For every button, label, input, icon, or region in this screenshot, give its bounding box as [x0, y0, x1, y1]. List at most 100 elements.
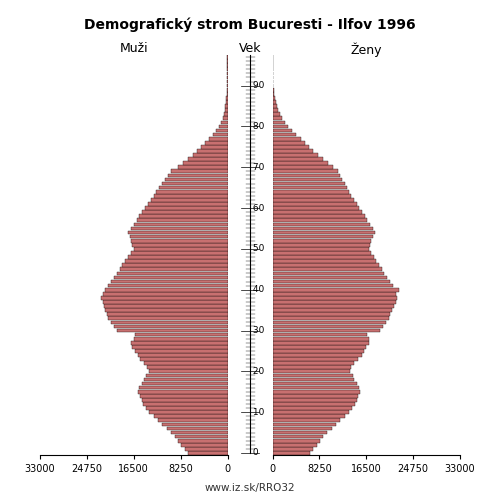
Bar	[272, 398, 356, 402]
Bar	[272, 162, 328, 165]
Bar	[272, 276, 386, 280]
Bar	[142, 210, 228, 214]
Bar	[188, 451, 228, 455]
Bar	[148, 202, 228, 206]
Bar	[165, 178, 228, 182]
Bar	[171, 430, 228, 434]
Bar	[149, 410, 228, 414]
Bar	[104, 304, 228, 308]
Bar	[140, 394, 228, 398]
Bar	[144, 362, 228, 365]
Bar	[168, 174, 228, 177]
Bar	[272, 382, 356, 386]
Bar	[140, 214, 228, 218]
Bar	[272, 141, 305, 144]
Bar	[151, 198, 228, 202]
Bar	[272, 308, 392, 312]
Bar	[128, 255, 228, 259]
Text: 70: 70	[250, 162, 264, 172]
Bar	[185, 447, 228, 450]
Bar	[272, 439, 320, 442]
Bar	[272, 157, 322, 161]
Bar	[272, 349, 364, 353]
Bar	[216, 128, 228, 132]
Bar	[144, 378, 228, 382]
Bar	[272, 239, 372, 242]
Bar	[272, 108, 278, 112]
Bar	[146, 406, 228, 410]
Bar	[272, 328, 380, 332]
Bar	[212, 133, 228, 136]
Bar	[138, 390, 228, 394]
Bar	[272, 402, 355, 406]
Bar	[134, 222, 228, 226]
Bar	[106, 288, 228, 292]
Bar	[272, 137, 301, 140]
Bar	[272, 414, 344, 418]
Bar	[272, 247, 368, 250]
Bar	[131, 251, 228, 255]
Text: 50: 50	[250, 244, 264, 254]
Text: Muži: Muži	[120, 42, 148, 56]
Bar	[272, 451, 310, 455]
Bar	[146, 374, 228, 377]
Bar	[219, 124, 228, 128]
Bar	[272, 145, 310, 148]
Bar	[154, 194, 228, 198]
Bar	[111, 320, 228, 324]
Bar	[132, 243, 228, 246]
Bar	[272, 133, 296, 136]
Bar	[166, 426, 228, 430]
Bar	[272, 230, 375, 234]
Bar	[272, 149, 314, 153]
Bar	[272, 324, 384, 328]
Bar	[226, 92, 228, 96]
Text: Demografický strom Bucuresti - Ilfov 1996: Demografický strom Bucuresti - Ilfov 199…	[84, 18, 416, 32]
Bar	[202, 145, 228, 148]
Bar	[272, 435, 323, 438]
Bar	[272, 206, 359, 210]
Bar	[272, 186, 347, 190]
Bar	[154, 414, 228, 418]
Bar	[272, 296, 397, 300]
Bar	[114, 276, 228, 280]
Bar	[131, 226, 228, 230]
Bar	[272, 333, 368, 336]
Bar	[174, 435, 228, 438]
Bar	[148, 366, 228, 369]
Bar	[272, 426, 332, 430]
Bar	[178, 439, 228, 442]
Text: www.iz.sk/RRO32: www.iz.sk/RRO32	[204, 482, 296, 492]
Bar	[272, 370, 350, 373]
Bar	[272, 92, 274, 96]
Bar	[272, 447, 314, 450]
Bar	[272, 320, 386, 324]
Bar	[178, 166, 228, 169]
Bar	[272, 386, 359, 390]
Bar	[140, 357, 228, 361]
Bar	[272, 194, 351, 198]
Bar	[116, 328, 228, 332]
Bar	[144, 402, 228, 406]
Bar	[272, 96, 275, 100]
Bar	[272, 210, 362, 214]
Text: 30: 30	[250, 326, 264, 335]
Bar	[272, 116, 282, 120]
Bar	[102, 292, 228, 296]
Bar	[128, 230, 228, 234]
Bar	[160, 186, 228, 190]
Bar	[272, 235, 373, 238]
Bar	[224, 108, 228, 112]
Bar	[272, 190, 349, 194]
Bar	[134, 247, 228, 250]
Bar	[272, 260, 376, 263]
Bar	[272, 316, 389, 320]
Text: 20: 20	[250, 367, 264, 376]
Text: 10: 10	[250, 408, 264, 416]
Bar	[108, 316, 228, 320]
Bar	[272, 374, 352, 377]
Text: 40: 40	[250, 285, 264, 294]
Bar	[108, 284, 228, 288]
Bar	[120, 268, 228, 271]
Bar	[272, 255, 374, 259]
